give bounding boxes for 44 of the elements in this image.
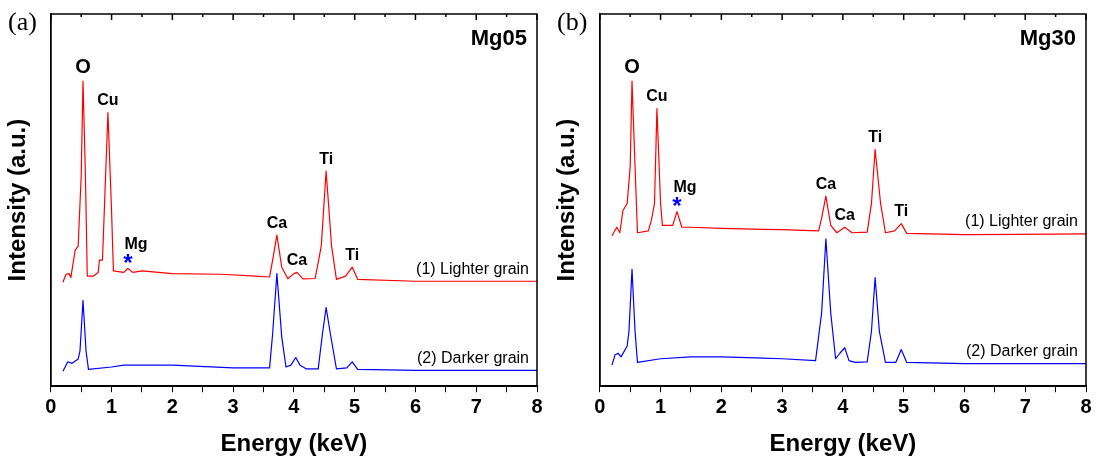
annotation: Ti [868,127,883,145]
annotation: Ca [266,213,288,231]
x-tick-label: 0 [45,394,57,417]
x-axis-title: Energy (keV) [769,429,917,457]
annotation: Ca [815,174,837,192]
x-tick-label: 6 [409,394,422,417]
x-tick-label: 8 [1080,394,1092,417]
x-tick-label: 3 [776,394,788,417]
series-label: (1) Lighter grain [965,212,1078,230]
series-label: (2) Darker grain [416,348,529,366]
x-tick-label: 3 [227,394,239,417]
x-tick-label: 1 [106,394,118,417]
annotation: Mg [124,234,148,252]
x-tick-label: 4 [837,394,850,417]
annotation: Ti [894,202,909,219]
x-tick-label: 1 [655,394,667,417]
x-tick-label: 2 [715,394,727,417]
x-tick-label: 8 [531,394,543,417]
y-axis-title: Intensity (a.u.) [552,118,580,282]
annotation: O [75,54,91,77]
annotation: O [624,54,640,77]
x-tick-label: 4 [288,394,301,417]
annotation: Ti [319,149,334,167]
x-tick-label: 5 [898,394,910,417]
series-label: (1) Lighter grain [416,259,529,277]
annotation: Cu [646,86,668,104]
text: (b) [557,6,588,36]
y-axis-title: Intensity (a.u.) [3,118,31,282]
annotation: Ti [345,245,360,263]
x-tick-label: 2 [166,394,178,417]
x-tick-label: 0 [594,394,606,417]
x-tick-label: 7 [470,394,482,417]
x-tick-label: 6 [958,394,971,417]
annotation: * [123,249,134,277]
x-tick-label: 7 [1019,394,1031,417]
text: (a) [8,6,37,36]
x-axis-title: Energy (keV) [220,429,368,457]
chart-title: Mg30 [1019,25,1076,51]
chart-title: Mg05 [470,25,527,51]
annotation: Ca [286,250,308,268]
annotation: Cu [97,90,119,108]
x-tick-label: 5 [349,394,361,417]
annotation: Ca [834,205,856,223]
series-label: (2) Darker grain [965,342,1078,360]
